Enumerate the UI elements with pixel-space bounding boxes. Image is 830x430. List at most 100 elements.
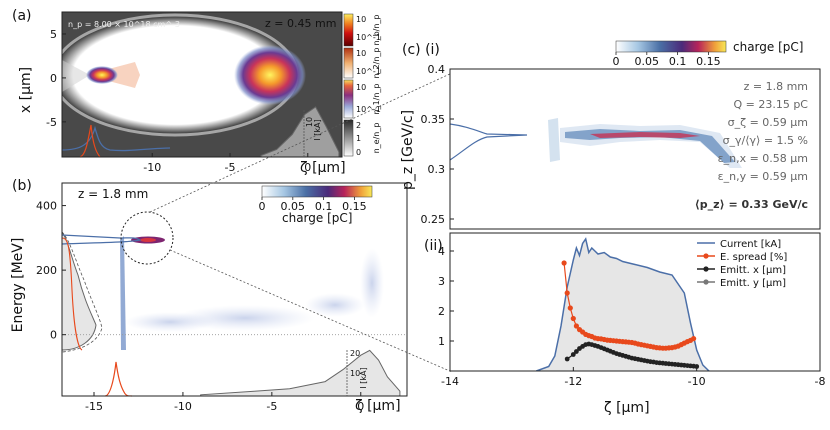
panel-a-ylabel: x [μm] bbox=[18, 67, 34, 113]
panel-b-ytick-label: 0 bbox=[50, 329, 57, 342]
espread-point bbox=[564, 290, 570, 296]
panel-a-frame bbox=[61, 11, 343, 158]
panel-a-density: n_p = 8.00 × 10^18 cm^-3 bbox=[68, 20, 180, 29]
panel-b-current-profile bbox=[200, 349, 401, 397]
espread-points bbox=[561, 260, 697, 351]
annotation-energy-spread: σ_γ/⟨γ⟩ = 1.5 % bbox=[723, 134, 808, 147]
panel-b-colorbar-tick-label: 0.1 bbox=[315, 200, 333, 213]
panel-b-label: (b) bbox=[12, 178, 32, 194]
panel-b-frame bbox=[61, 182, 408, 397]
annotation-sigma-zeta: σ_ζ = 0.59 μm bbox=[728, 116, 808, 129]
panel-a-xlabel: ζ [μm] bbox=[300, 160, 346, 176]
legend-entry: Emitt. y [μm] bbox=[720, 278, 786, 289]
panel-b-colorbar bbox=[261, 185, 373, 198]
emittance-x-point bbox=[694, 364, 700, 369]
panel-c-ii: -14 -12 -10 -8 1 2 3 4 (ii) ζ [μm] Current [kA]… bbox=[424, 232, 825, 416]
panel-a-current-profile bbox=[260, 106, 340, 158]
panel-c-ii-ticks: -14 -12 -10 -8 1 2 3 4 bbox=[438, 245, 825, 388]
panel-c-ii-ytick-label: 1 bbox=[438, 335, 445, 348]
emittance-x-point bbox=[564, 356, 570, 362]
legend-entry: Current [kA] bbox=[720, 239, 781, 250]
panel-b-blue-cloud-3 bbox=[360, 248, 384, 318]
panel-b-ylabel: Energy [MeV] bbox=[10, 238, 26, 333]
panel-b-ytick-label: 200 bbox=[36, 264, 57, 277]
annotation-emit-y: ε_n,y = 0.59 μm bbox=[718, 170, 808, 183]
espread-point bbox=[570, 315, 576, 322]
panel-b-background bbox=[62, 183, 407, 396]
colorbar-ne-label: n_e/n_p bbox=[372, 123, 381, 154]
panel-c-ii-xtick-label: -14 bbox=[441, 375, 459, 388]
panel-b-xtick-label: -10 bbox=[174, 400, 192, 413]
panel-b-blue-cloud-4 bbox=[305, 293, 365, 317]
panel-a-ytick-label: -5 bbox=[46, 116, 57, 129]
plasma-bubble bbox=[62, 17, 295, 133]
panel-a-label: (a) bbox=[12, 8, 32, 24]
panel-a-xtick-label: -10 bbox=[143, 161, 161, 174]
panel-b-colorbar-tick-label: 0.15 bbox=[342, 200, 367, 213]
panel-a-colorbars: 10 10^-1 n_b/n_p 10 10^-1 n_2/n_p 10 10^… bbox=[343, 13, 381, 157]
panel-c-i-colorbar-tick-label: 0 bbox=[613, 55, 620, 68]
panel-b-colorbar-ticks: 0 0.05 0.1 0.15 bbox=[259, 197, 367, 213]
panel-c-ii-legend: Current [kA] E. spread [%] Emitt. x [μm] Em… bbox=[697, 239, 787, 289]
legend-swatch-marker bbox=[703, 253, 709, 259]
panel-c-ii-ytick-label: 2 bbox=[438, 305, 445, 318]
panel-c-ii-ytick-label: 4 bbox=[438, 245, 445, 258]
panel-c-i-colorbar-tick-label: 0.15 bbox=[696, 55, 721, 68]
panel-b-xtick-label: 0 bbox=[357, 400, 364, 413]
panel-b-colorbar-tick-label: 0.05 bbox=[281, 200, 306, 213]
current-fill bbox=[536, 239, 709, 371]
panel-c-i-ytick-label: 0.4 bbox=[428, 63, 446, 76]
panel-c-ii-frame bbox=[449, 232, 821, 372]
panel-b-current-tick-20: 20 bbox=[350, 349, 360, 358]
panel-c-i-ytick-label: 0.25 bbox=[421, 213, 446, 226]
current-line bbox=[536, 237, 710, 371]
panel-a-ytick-label: 5 bbox=[50, 28, 57, 41]
panel-c-ii-ytick-label: 3 bbox=[438, 275, 445, 288]
panel-c-ii-label: (ii) bbox=[424, 238, 443, 254]
colorbar-ne-tick-2: 2 bbox=[356, 121, 361, 130]
panel-b-ytick-label: 400 bbox=[36, 200, 57, 213]
panel-a-xtick-label: -5 bbox=[225, 161, 236, 174]
panel-b-spectrum-dashed bbox=[62, 231, 103, 353]
colorbar-n1 bbox=[343, 79, 354, 119]
colorbar-n2-label: n_2/n_p bbox=[372, 47, 381, 78]
panel-b-z-label: z = 1.8 mm bbox=[78, 187, 148, 201]
driver-beam bbox=[234, 45, 306, 105]
panel-b-xtick-label: -5 bbox=[266, 400, 277, 413]
panel-b-xtick-label: -15 bbox=[85, 400, 103, 413]
phase-space-hot bbox=[590, 132, 700, 138]
emittance-x-point bbox=[574, 349, 579, 354]
annotation-z: z = 1.8 mm bbox=[744, 80, 808, 93]
colorbar-nb bbox=[343, 13, 354, 47]
panel-c-i-ylabel: p_z [GeV/c] bbox=[400, 110, 416, 190]
bubble-rear bbox=[62, 60, 90, 92]
colorbar-n1-tick-hi: 10 bbox=[356, 83, 366, 92]
panel-b-xlabel: ζ [μm] bbox=[355, 398, 401, 414]
legend-swatch-marker bbox=[703, 266, 709, 272]
legend-entry: Emitt. x [μm] bbox=[720, 265, 786, 276]
colorbar-nb-label: n_b/n_p bbox=[372, 15, 381, 46]
panel-b-current-label: I [kA] bbox=[359, 367, 368, 388]
panel-c-i-colorbar-ticks: 0 0.05 0.1 0.15 bbox=[613, 52, 721, 68]
legend-entry: E. spread [%] bbox=[720, 252, 787, 263]
panel-b-blue-spectrum bbox=[62, 234, 142, 245]
panel-a-ticks: -10 -5 0 -5 0 5 bbox=[46, 28, 311, 174]
zoom-circle bbox=[120, 211, 174, 265]
legend-swatch-marker bbox=[703, 279, 709, 285]
espread-point bbox=[561, 260, 567, 266]
panel-a-orange-trace bbox=[79, 124, 101, 158]
annotation-mean-momentum: ⟨p_z⟩ = 0.33 GeV/c bbox=[695, 198, 808, 211]
panel-b-colorbar-tick-label: 0 bbox=[259, 200, 266, 213]
panel-c-i-frame bbox=[449, 68, 821, 230]
colorbar-n2 bbox=[343, 47, 354, 79]
phase-space-halo bbox=[548, 118, 560, 162]
panel-b-current-tick-10: 10 bbox=[350, 369, 360, 378]
panel-c-ii-xlabel: ζ [μm] bbox=[604, 400, 650, 416]
panel-b-orange-spectrum bbox=[62, 237, 83, 351]
panel-b-witness-core bbox=[140, 238, 156, 242]
momentum-projection bbox=[450, 123, 528, 161]
colorbar-n2-tick-lo: 10^-1 bbox=[356, 67, 381, 76]
